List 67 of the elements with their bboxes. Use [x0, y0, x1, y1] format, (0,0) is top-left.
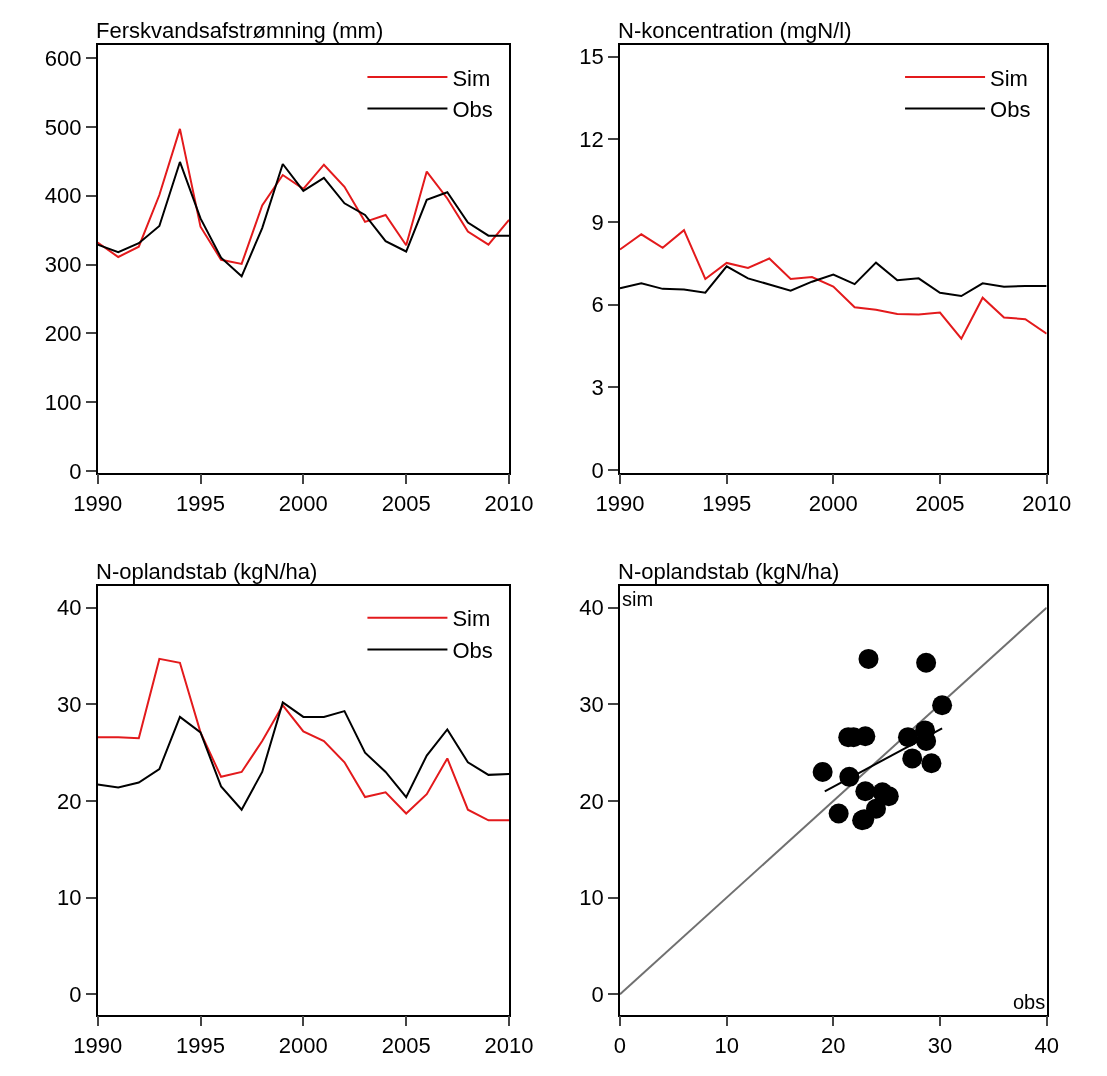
chart-title: N-oplandstab (kgN/ha) [618, 559, 840, 584]
legend-label: Sim [452, 606, 491, 632]
point [828, 803, 849, 824]
point [921, 753, 942, 774]
y-tick-label: 30 [57, 692, 82, 718]
x-tick-label: 1990 [73, 490, 123, 516]
y-tick-label: 600 [44, 45, 82, 71]
x-tick-label: 0 [613, 1032, 627, 1058]
chart-title: N-koncentration (mgN/l) [618, 18, 852, 43]
y-tick-label: 200 [44, 321, 82, 347]
chart-title: N-oplandstab (kgN/ha) [96, 559, 318, 584]
x-tick-label: 2005 [381, 1032, 431, 1058]
y-tick-label: 3 [591, 374, 604, 400]
y-tick-label: 0 [591, 981, 604, 1007]
x-tick-label: 2000 [278, 490, 328, 516]
x-tick-label: 40 [1034, 1032, 1059, 1058]
y-tick-label: 30 [579, 692, 604, 718]
y-tick-label: 12 [579, 126, 604, 152]
y-tick-label: 10 [579, 885, 604, 911]
x-tick-label: 30 [927, 1032, 953, 1058]
x-tick-label: 2010 [1022, 490, 1072, 516]
x-tick-label: 1995 [702, 490, 752, 516]
x-tick-label: 10 [714, 1032, 739, 1058]
y-tick-label: 40 [57, 595, 82, 621]
point [916, 652, 937, 673]
y-tick-label: 100 [44, 390, 82, 416]
x-tick-label: 1990 [595, 490, 645, 516]
point [902, 748, 923, 769]
y-tick-label: 9 [591, 209, 604, 235]
y-tick-label: 20 [57, 788, 82, 814]
point [932, 695, 953, 716]
legend-label: Obs [452, 97, 493, 123]
x-tick-label: 20 [821, 1032, 846, 1058]
x-tick-label: 2010 [484, 490, 534, 516]
x-tick-label: 1990 [73, 1032, 123, 1058]
x-tick-label: 2000 [808, 490, 858, 516]
point [858, 648, 879, 669]
point [812, 761, 833, 782]
x-tick-label: 2005 [915, 490, 965, 516]
legend-label: Obs [990, 97, 1031, 123]
y-tick-label: 10 [57, 885, 82, 911]
x-tick-label: 1995 [176, 1032, 225, 1058]
y-tick-label: 40 [579, 595, 604, 621]
y-tick-label: 20 [579, 788, 604, 814]
legend-label: Obs [452, 638, 493, 664]
legend-label: Sim [990, 65, 1028, 91]
x-tick-label: 1995 [176, 490, 225, 516]
y-tick-label: 300 [44, 252, 82, 278]
x-tick-label: 2010 [484, 1032, 534, 1058]
y-tick-label: 0 [69, 459, 82, 484]
y-tick-label: 400 [44, 183, 82, 209]
y-tick-label: 15 [579, 44, 604, 70]
x-axis-title: obs [1013, 991, 1046, 1013]
y-axis-title: sim [622, 588, 654, 610]
line-series [97, 127, 510, 265]
y-tick-label: 0 [69, 981, 82, 1007]
point [855, 726, 876, 747]
x-tick-label: 2000 [278, 1032, 328, 1058]
y-tick-label: 6 [591, 292, 604, 318]
y-tick-label: 500 [44, 114, 82, 140]
line-series [619, 229, 1047, 340]
legend-label: Sim [452, 65, 491, 91]
line-series [97, 657, 510, 822]
chart-title: Ferskvandsafstrømning (mm) [96, 18, 384, 43]
x-tick-label: 2005 [381, 490, 431, 516]
point [855, 781, 876, 802]
y-tick-label: 0 [591, 457, 604, 483]
